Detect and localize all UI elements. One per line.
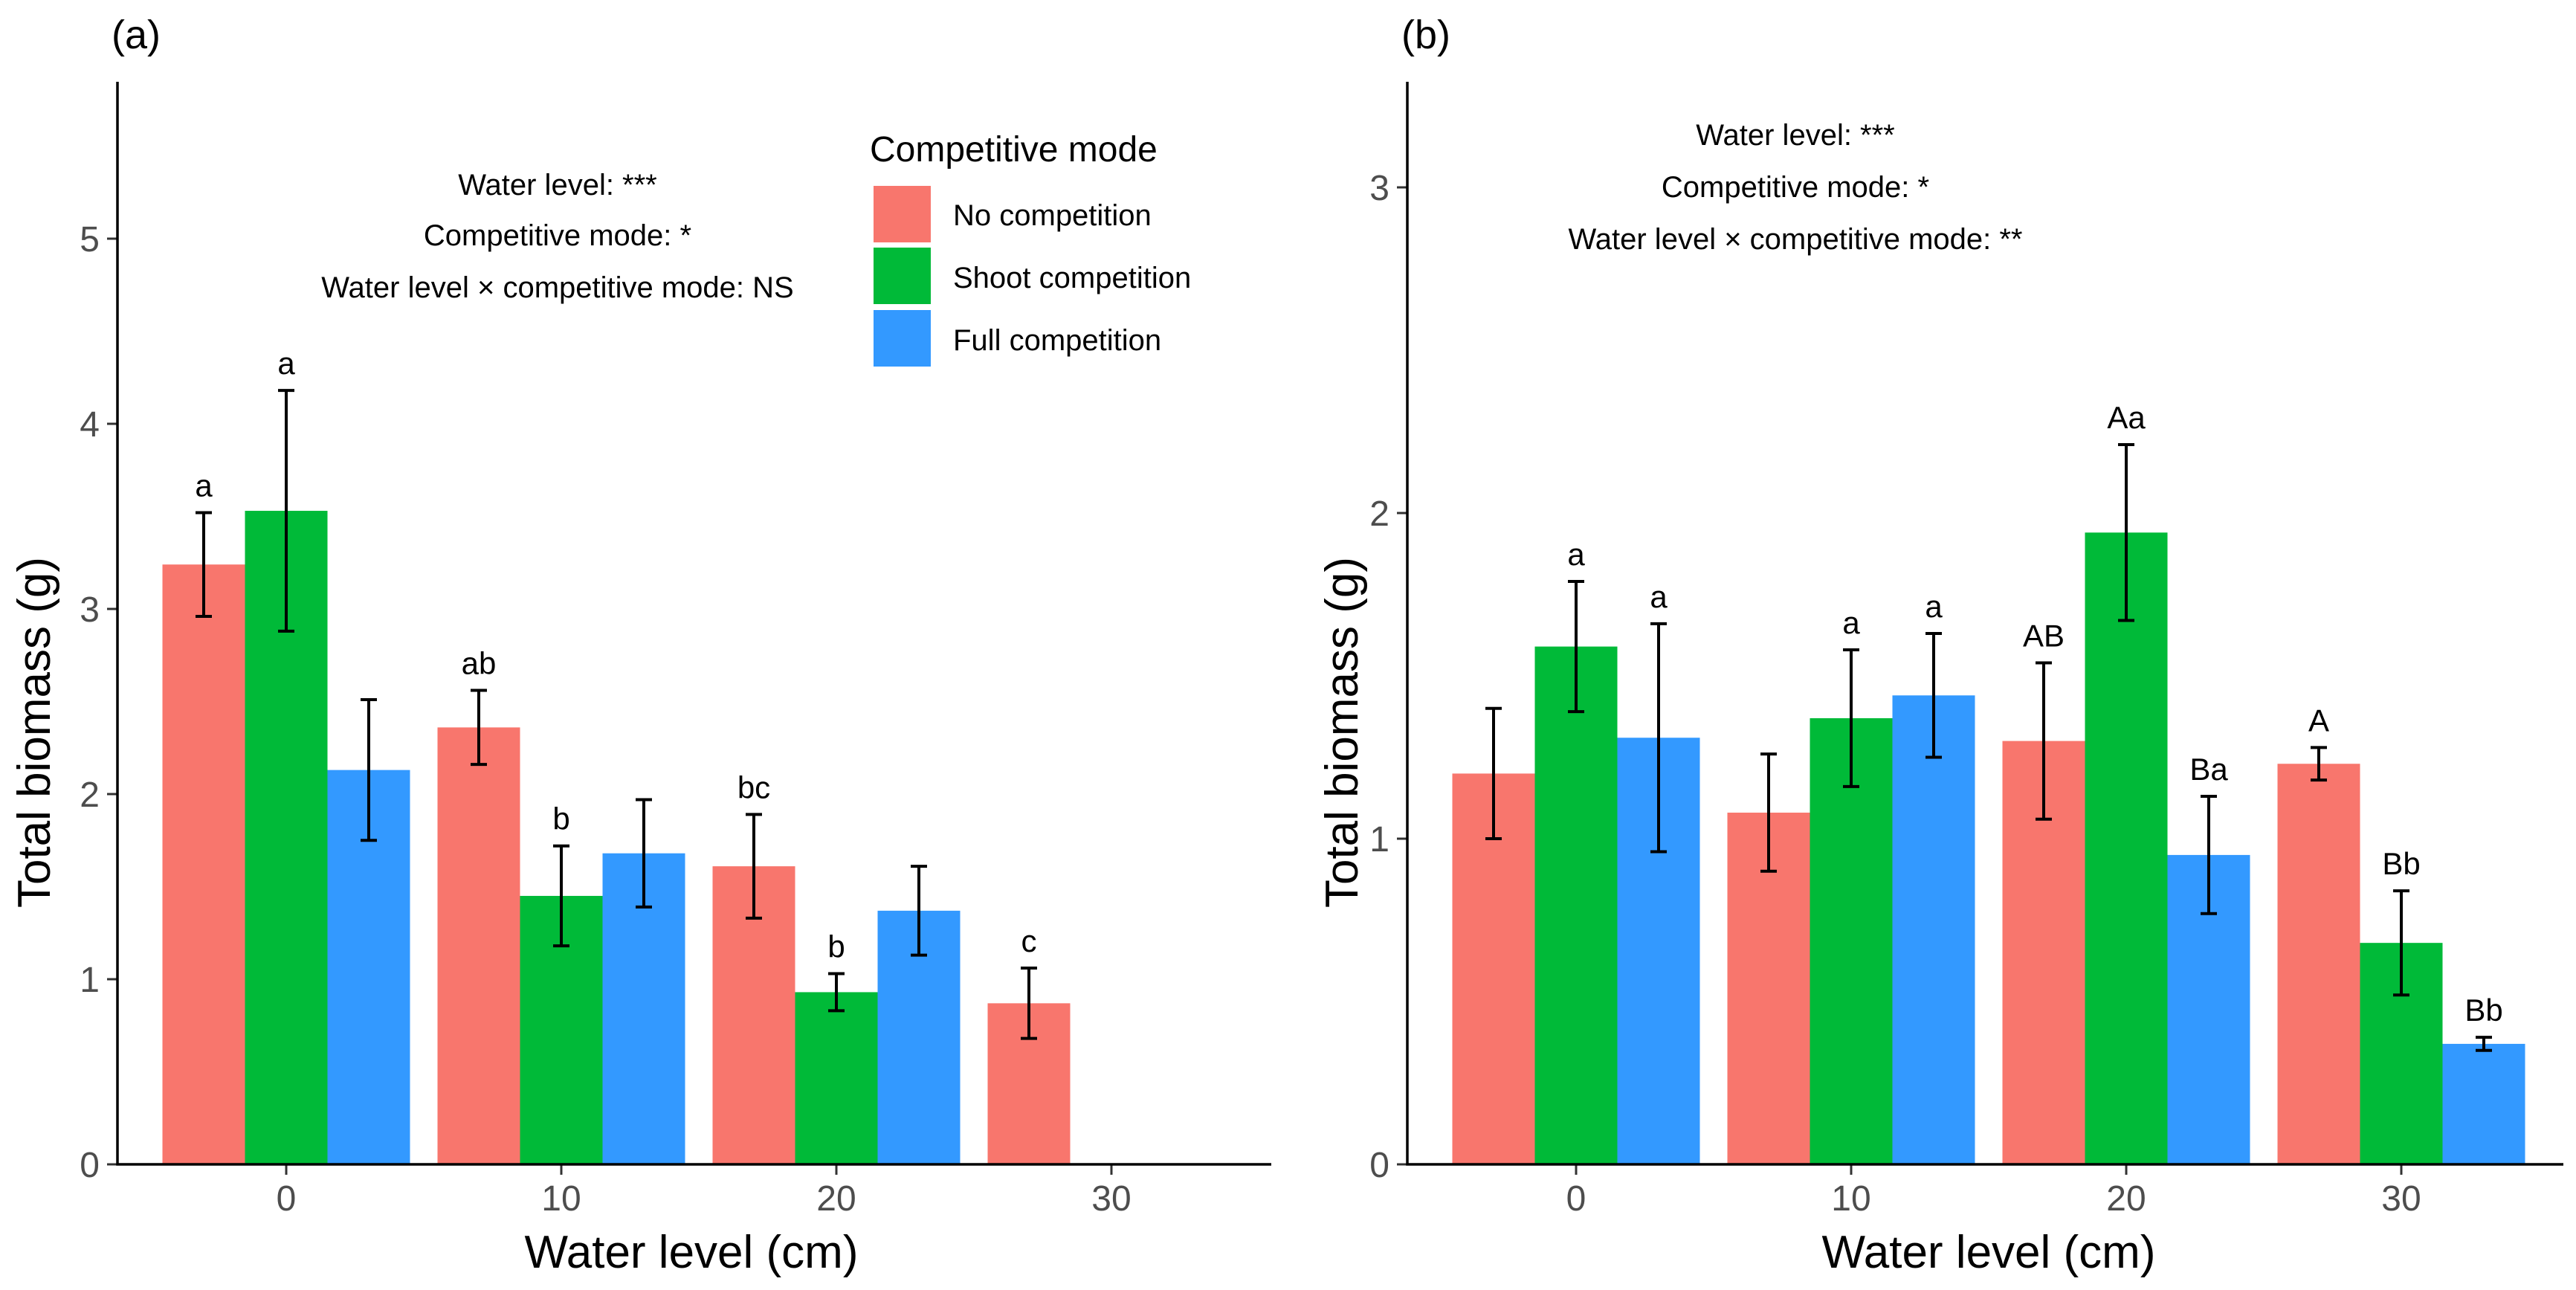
panel-a-sig-label-shoot-competition-20cm: b bbox=[827, 929, 845, 964]
panel-a-stat-water-level: Water level: *** bbox=[458, 169, 657, 201]
panel-a-errorbar-shoot-competition-0cm bbox=[278, 389, 294, 633]
legend-swatch-full-competition bbox=[874, 310, 931, 367]
panel-a-stat-interaction: Water level × competitive mode: NS bbox=[321, 271, 793, 304]
panel-a-sig-label-shoot-competition-10cm: b bbox=[552, 802, 569, 836]
panel-b-stat-interaction: Water level × competitive mode: ** bbox=[1569, 223, 2023, 256]
panel-b-axis-lines bbox=[1406, 82, 2563, 1166]
panel-a-errorbar-shoot-competition-10cm bbox=[553, 844, 569, 948]
panel-a-y-tick-5: 5 bbox=[80, 220, 100, 259]
legend-label-no-competition: No competition bbox=[953, 199, 1152, 232]
panel-a-label: (a) bbox=[112, 13, 161, 57]
panel-b-x-tick-10: 10 bbox=[1831, 1179, 1870, 1219]
panel-b-errorbar-no-competition-0cm bbox=[1485, 706, 1502, 840]
panel-b-sig-label-full-competition-10cm: a bbox=[1925, 589, 1943, 624]
panel-a-errorbar-no-competition-10cm bbox=[471, 688, 487, 767]
panel-b-bar-full-competition-30cm bbox=[2442, 1043, 2525, 1164]
panel-b-bar-shoot-competition-20cm bbox=[2085, 532, 2168, 1164]
panel-a-bar-shoot-competition-20cm bbox=[795, 992, 878, 1164]
panel-b-bar-no-competition-30cm bbox=[2277, 764, 2360, 1164]
panel-b-y-tick-1: 1 bbox=[1369, 820, 1389, 860]
panel-a-stats: Water level: *** Competitive mode: * Wat… bbox=[321, 169, 793, 304]
panel-a-x-tick-10: 10 bbox=[541, 1179, 581, 1219]
panel-b-errorbar-shoot-competition-0cm bbox=[1568, 579, 1584, 714]
panel-b-errorbar-no-competition-30cm bbox=[2311, 746, 2327, 782]
panel-a-errorbar-full-competition-0cm bbox=[361, 698, 377, 842]
panel-b-x-tick-20: 20 bbox=[2106, 1179, 2146, 1219]
panel-b-sig-label-shoot-competition-10cm: a bbox=[1842, 605, 1860, 640]
panel-a-errorbar-full-competition-20cm bbox=[911, 865, 927, 957]
panel-a-axes: 0 10 20 30 0 1 2 3 4 5 bbox=[80, 82, 1271, 1219]
panel-a-errorbar-no-competition-30cm bbox=[1021, 967, 1037, 1040]
panel-b-errorbar-full-competition-10cm bbox=[1925, 632, 1942, 759]
panel-a-y-axis-title: Total biomass (g) bbox=[9, 557, 60, 908]
panel-b-axes: 0 10 20 30 0 1 2 3 bbox=[1369, 82, 2563, 1219]
panel-b-sig-label-shoot-competition-30cm: Bb bbox=[2382, 846, 2420, 881]
panel-b-sig-label-full-competition-20cm: Ba bbox=[2189, 752, 2228, 787]
panel-a-stat-competitive-mode: Competitive mode: * bbox=[424, 219, 691, 252]
panel-b-stat-competitive-mode: Competitive mode: * bbox=[1662, 171, 1929, 204]
panel-a-sig-label-no-competition-10cm: ab bbox=[462, 646, 497, 681]
panel-a-sig-label-no-competition-20cm: bc bbox=[737, 770, 770, 804]
legend-label-shoot-competition: Shoot competition bbox=[953, 262, 1191, 294]
panel-b-sig-label-shoot-competition-0cm: a bbox=[1567, 537, 1585, 572]
panel-a-sig-label-shoot-competition-0cm: a bbox=[277, 346, 295, 381]
panel-b-y-tick-0: 0 bbox=[1369, 1146, 1389, 1185]
panel-a-bar-no-competition-0cm bbox=[162, 564, 245, 1164]
panel-b-sig-label-full-competition-30cm: Bb bbox=[2464, 993, 2502, 1028]
panel-b-sig-label-shoot-competition-20cm: Aa bbox=[2107, 400, 2146, 435]
legend: Competitive mode No competition Shoot co… bbox=[870, 130, 1191, 367]
panel-a-errorbar-shoot-competition-20cm bbox=[828, 972, 845, 1013]
panel-b-bar-shoot-competition-0cm bbox=[1534, 646, 1618, 1164]
panel-b-x-tick-30: 30 bbox=[2381, 1179, 2421, 1219]
panel-b-y-tick-2: 2 bbox=[1369, 494, 1389, 534]
panel-b-bar-full-competition-10cm bbox=[1892, 695, 1975, 1164]
panel-a-x-tick-30: 30 bbox=[1091, 1179, 1131, 1219]
panel-a-y-tick-3: 3 bbox=[80, 590, 100, 630]
panel-b-sig-label-full-competition-0cm: a bbox=[1650, 579, 1668, 614]
legend-title: Competitive mode bbox=[870, 130, 1158, 170]
panel-a-x-tick-0: 0 bbox=[277, 1179, 297, 1219]
panel-b-bars: a a a a AB Aa Ba A Bb Bb bbox=[1452, 400, 2525, 1164]
panel-a-y-tick-4: 4 bbox=[80, 405, 100, 445]
panel-b-stats: Water level: *** Competitive mode: * Wat… bbox=[1569, 119, 2023, 256]
panel-b-label: (b) bbox=[1401, 13, 1450, 57]
panel-a-x-tick-20: 20 bbox=[816, 1179, 856, 1219]
legend-swatch-no-competition bbox=[874, 186, 931, 242]
panel-b-y-tick-3: 3 bbox=[1369, 169, 1389, 208]
panel-b-errorbar-shoot-competition-20cm bbox=[2118, 443, 2134, 622]
panel-b-sig-label-no-competition-20cm: AB bbox=[2023, 618, 2065, 653]
panel-b-bar-shoot-competition-10cm bbox=[1810, 717, 1893, 1164]
panel-a-errorbar-no-competition-0cm bbox=[196, 511, 212, 618]
panel-b-y-axis-title: Total biomass (g) bbox=[1317, 557, 1368, 908]
panel-a-x-axis-title: Water level (cm) bbox=[525, 1227, 859, 1278]
panel-b-errorbar-no-competition-10cm bbox=[1760, 752, 1777, 873]
panel-b-errorbar-full-competition-20cm bbox=[2201, 795, 2217, 915]
panel-b-errorbar-no-competition-20cm bbox=[2036, 661, 2052, 821]
panel-a-sig-label-no-competition-30cm: c bbox=[1021, 923, 1037, 958]
panel-b-x-tick-0: 0 bbox=[1566, 1179, 1586, 1219]
panel-b-errorbar-shoot-competition-10cm bbox=[1843, 648, 1859, 788]
panel-a-bar-no-competition-10cm bbox=[437, 727, 520, 1164]
panel-a: (a) Water level: *** Competitive mode: *… bbox=[9, 13, 1271, 1278]
panel-b-x-axis-title: Water level (cm) bbox=[1822, 1227, 2156, 1278]
legend-swatch-shoot-competition bbox=[874, 248, 931, 304]
panel-b-sig-label-no-competition-30cm: A bbox=[2308, 703, 2329, 738]
panel-a-y-tick-0: 0 bbox=[80, 1146, 100, 1185]
legend-label-full-competition: Full competition bbox=[953, 324, 1161, 357]
panel-b-errorbar-full-competition-30cm bbox=[2476, 1036, 2492, 1052]
panel-a-errorbar-full-competition-10cm bbox=[636, 798, 652, 909]
panel-b-errorbar-full-competition-0cm bbox=[1650, 622, 1667, 854]
panel-b-stat-water-level: Water level: *** bbox=[1696, 119, 1895, 152]
panel-b: (b) Water level: *** Competitive mode: *… bbox=[1317, 13, 2563, 1278]
panel-a-y-tick-2: 2 bbox=[80, 775, 100, 815]
panel-a-sig-label-no-competition-0cm: a bbox=[195, 468, 213, 503]
panel-a-errorbar-no-competition-20cm bbox=[746, 813, 762, 920]
panel-b-errorbar-shoot-competition-30cm bbox=[2393, 889, 2409, 997]
panel-a-axis-lines bbox=[116, 82, 1271, 1166]
panel-a-y-tick-1: 1 bbox=[80, 961, 100, 1000]
